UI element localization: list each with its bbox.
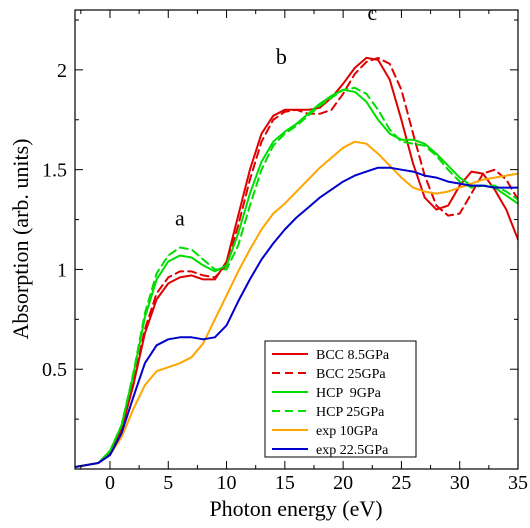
y-tick-label-0: 0.5 [42,359,67,381]
x-axis-title: Photon energy (eV) [209,496,382,521]
legend-label-2: HCP 9GPa [316,386,382,401]
annotation-a: a [175,206,185,231]
series-line-5 [75,166,518,468]
x-tick-label-0: 0 [105,472,115,494]
x-tick-label-7: 35 [508,472,528,494]
legend-label-3: HCP 25GPa [316,405,385,420]
plot-frame [74,9,519,470]
ticks-layer [75,10,519,469]
legend-label-0: BCC 8.5GPa [316,348,390,363]
series-line-3 [75,86,518,468]
series-layer [75,56,518,468]
x-tick-label-2: 10 [217,472,237,494]
x-tick-label-1: 5 [163,472,173,494]
x-tick-label-4: 20 [333,472,353,494]
series-line-4 [75,140,518,468]
annotation-c: c [367,0,377,25]
y-axis-title: Absorption (arb. units) [8,138,33,339]
annotation-b: b [276,44,287,69]
legend-box [264,340,417,458]
legend: BCC 8.5GPa BCC 25GPa HCP 9GPa HCP 25GPa exp … [264,340,417,458]
x-tick-label-5: 25 [391,472,411,494]
series-line-1 [75,56,518,468]
x-tick-label-3: 15 [275,472,295,494]
labels-layer: 0 5 10 15 20 25 30 35 0.5 1 1.5 2 [42,60,528,494]
y-tick-label-2: 1.5 [42,160,67,182]
legend-label-1: BCC 25GPa [316,367,386,382]
legend-label-5: exp 22.5GPa [316,443,389,458]
y-tick-label-3: 2 [57,60,67,82]
series-line-0 [75,56,518,468]
y-tick-label-1: 1 [57,259,67,281]
series-line-2 [75,88,518,468]
annotation-layer: a b c [175,0,377,231]
legend-label-4: exp 10GPa [316,424,379,439]
x-tick-label-6: 30 [450,472,470,494]
